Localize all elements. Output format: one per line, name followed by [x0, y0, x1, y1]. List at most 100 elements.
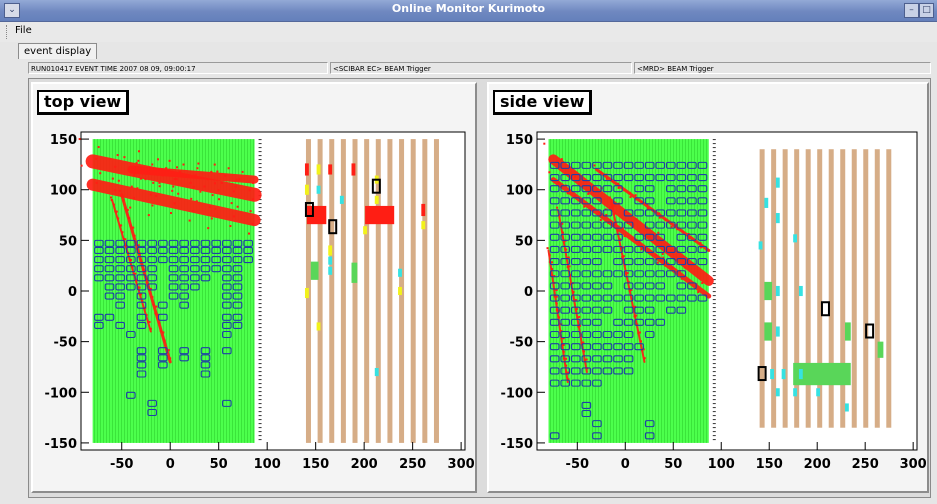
- ec-cell: [592, 294, 602, 302]
- y-tick-label: -150: [500, 437, 533, 452]
- side-view-pad[interactable]: side view -150 -100 -50 0 50 100 150 -50 0 50 100 1…: [487, 82, 929, 493]
- ruler-tick: [712, 167, 716, 169]
- menu-file[interactable]: File: [15, 25, 32, 36]
- red-hit-dot: [692, 262, 695, 265]
- ec-cell: [665, 306, 676, 314]
- red-hit-dot: [252, 181, 255, 184]
- ruler-tick: [712, 203, 716, 205]
- mrd-hit: [816, 388, 821, 397]
- ruler-tick: [258, 419, 262, 421]
- red-hit-dot: [227, 167, 230, 170]
- ec-cell: [560, 221, 571, 229]
- red-hit-dot: [95, 157, 98, 160]
- ruler-tick: [712, 411, 716, 413]
- ec-cell: [570, 379, 581, 387]
- ec-cell: [665, 270, 676, 278]
- red-hit-dot: [145, 278, 148, 281]
- ec-cell: [665, 197, 676, 205]
- status-run-event-time: RUN010417 EVENT TIME 2007 08 09, 09:00:1…: [28, 62, 328, 74]
- side-view-plot[interactable]: -150 -100 -50 0 50 100 150 -50 0 50 100 150 200 250 30…: [489, 84, 927, 491]
- ec-cell: [560, 233, 571, 241]
- x-tick-label: 300: [900, 457, 927, 472]
- ec-cell: [676, 294, 687, 302]
- red-hit-dot: [643, 357, 646, 360]
- ec-cell: [581, 355, 592, 363]
- top-view-pad[interactable]: top view -150 -100 -50 0 50 100 150 -50 0 50 100 15…: [31, 82, 477, 493]
- red-hit-dot: [157, 158, 160, 161]
- ec-cell: [126, 391, 136, 399]
- maximize-icon[interactable]: □: [919, 3, 934, 18]
- ec-cell: [592, 330, 602, 339]
- ruler-tick: [258, 375, 262, 377]
- ec-cell: [549, 245, 560, 253]
- red-hit-dot: [126, 208, 129, 211]
- x-tick-label: 200: [804, 457, 831, 472]
- ruler-tick: [712, 251, 716, 253]
- ec-cell: [623, 330, 634, 339]
- ec-cell: [676, 258, 687, 266]
- red-hit-dot: [576, 316, 579, 319]
- red-hit-dot: [614, 212, 617, 215]
- red-hit-dot: [618, 229, 621, 232]
- red-hit-dot: [658, 216, 661, 219]
- ec-cell: [549, 221, 560, 229]
- red-hit-dot: [705, 280, 708, 283]
- top-view-plot[interactable]: -150 -100 -50 0 50 100 150 -50 0 50 100 150 200 250 30…: [33, 84, 475, 491]
- ec-cell: [243, 246, 253, 255]
- ec-cell: [581, 173, 592, 182]
- red-hit-dot: [608, 196, 611, 199]
- ec-cell: [222, 313, 232, 321]
- ec-cell: [200, 370, 211, 378]
- red-hit-dot: [688, 237, 691, 240]
- ruler-tick: [258, 411, 262, 413]
- red-hit-dot: [638, 240, 641, 243]
- ec-cell: [613, 233, 623, 241]
- ec-cell: [581, 409, 592, 418]
- ec-cell: [190, 274, 200, 282]
- red-hit-dot: [546, 247, 549, 250]
- red-hit-dot: [114, 165, 117, 168]
- ruler-tick: [258, 367, 262, 369]
- ec-cell: [104, 313, 115, 321]
- window-menu-chevron-icon[interactable]: ⌄: [4, 3, 20, 18]
- tab-event-display[interactable]: event display: [18, 43, 98, 59]
- ruler-tick: [258, 239, 262, 241]
- red-hit-dot: [118, 189, 121, 192]
- x-tick-label: -50: [566, 457, 590, 472]
- ec-cell: [687, 185, 697, 193]
- ec-cell: [581, 306, 592, 314]
- ec-cell: [634, 343, 644, 351]
- red-hit-dot: [158, 185, 161, 188]
- red-hit-dot: [188, 219, 191, 222]
- ec-cell: [94, 313, 104, 321]
- status-bar: RUN010417 EVENT TIME 2007 08 09, 09:00:1…: [28, 62, 931, 75]
- ruler-tick: [258, 335, 262, 337]
- red-hit-dot: [664, 219, 667, 222]
- red-hit-dot: [637, 332, 640, 335]
- ec-cell: [581, 209, 592, 217]
- ec-cell: [602, 270, 613, 278]
- ec-cell: [687, 233, 697, 241]
- ec-cell: [665, 221, 676, 229]
- ec-cell: [136, 283, 147, 291]
- ec-cell: [592, 233, 602, 241]
- mrd-hit: [374, 195, 379, 204]
- ec-cell: [687, 282, 697, 290]
- ruler-tick: [712, 327, 716, 329]
- red-hit-dot: [560, 158, 563, 161]
- ruler-tick: [258, 163, 262, 165]
- ec-cell: [560, 343, 571, 351]
- ec-cell: [644, 245, 655, 253]
- ec-cell: [697, 161, 708, 169]
- red-hit-dot: [137, 244, 140, 247]
- mrd-hit: [304, 184, 309, 195]
- ec-cell: [613, 221, 623, 229]
- ec-cell: [623, 161, 634, 169]
- mrd-track-boxes: [304, 178, 381, 235]
- ruler-tick: [258, 423, 262, 425]
- ruler-tick: [258, 275, 262, 277]
- red-hit-dot: [569, 177, 572, 180]
- minimize-icon[interactable]: –: [904, 3, 919, 18]
- red-hit-dot: [165, 167, 168, 170]
- ec-cell: [634, 197, 644, 205]
